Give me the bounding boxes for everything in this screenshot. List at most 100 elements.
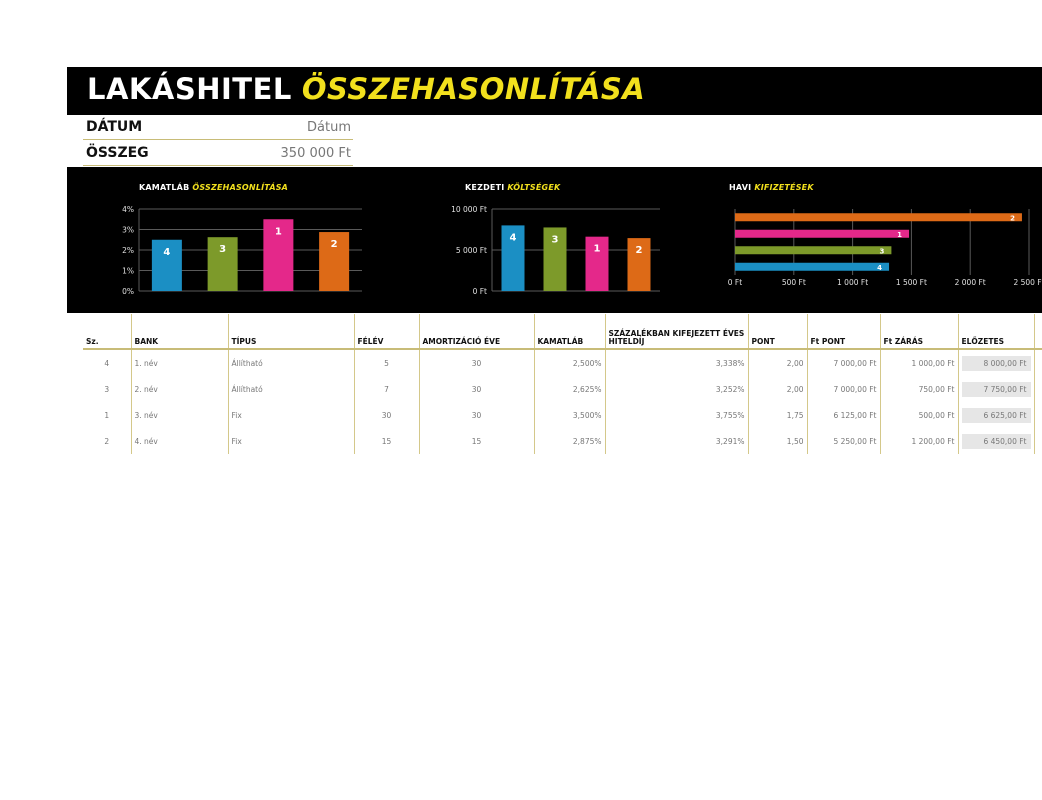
cell-bank[interactable]: 2. név xyxy=(131,376,229,402)
amount-value[interactable]: 350 000 Ft xyxy=(280,146,351,161)
cell-type[interactable]: Állítható xyxy=(228,376,355,402)
cell-amortization-years[interactable]: 15 xyxy=(419,428,535,454)
cell-half-year[interactable]: 15 xyxy=(354,428,420,454)
header-amortization-years[interactable]: AMORTIZÁCIÓ ÉVE xyxy=(419,314,535,350)
date-row: DÁTUM Dátum xyxy=(83,117,353,140)
cell-interest-rate[interactable]: 3,500% xyxy=(534,402,606,428)
cell-bank[interactable]: 3. név xyxy=(131,402,229,428)
amount-row: ÖSSZEG 350 000 Ft xyxy=(83,143,353,166)
title-band: LAKÁSHITEL ÖSSZEHASONLÍTÁSA xyxy=(67,67,1042,115)
y-tick-label: 3% xyxy=(122,226,134,235)
header-type[interactable]: TÍPUS xyxy=(228,314,355,350)
cell-apr[interactable]: 3,338% xyxy=(605,349,749,376)
header-apr[interactable]: SZÁZALÉKBAN KIFEJEZETT ÉVES HITELDÍJ xyxy=(605,314,749,350)
cell-number[interactable]: 2 xyxy=(83,428,132,454)
cell-number[interactable]: 1 xyxy=(83,402,132,428)
y-tick-label: 4% xyxy=(122,205,134,214)
cell-interest-rate[interactable]: 2,875% xyxy=(534,428,606,454)
cell-closing-ft[interactable]: 1 200,00 Ft xyxy=(880,428,959,454)
cell-apr[interactable]: 3,252% xyxy=(605,376,749,402)
header-closing-ft[interactable]: Ft ZÁRÁS xyxy=(880,314,959,350)
monthly-payments-chart: 0 Ft 500 Ft 1 000 Ft 1 500 Ft 2 000 Ft 2 500 … xyxy=(728,209,1042,287)
cell-half-year[interactable]: 30 xyxy=(354,402,420,428)
header-points-ft[interactable]: Ft PONT xyxy=(807,314,881,350)
bar-data-label: 3 xyxy=(880,247,885,255)
cell-half-year[interactable]: 7 xyxy=(354,376,420,402)
cell-type[interactable]: Állítható xyxy=(228,349,355,376)
cell-type[interactable]: Fix xyxy=(228,402,355,428)
header-overflow xyxy=(1034,314,1042,350)
chart-band: KAMATLÁB ÖSSZEHASONLÍTÁSA KEZDETI KÖLTSÉ… xyxy=(67,167,1042,313)
cell-closing-ft[interactable]: 1 000,00 Ft xyxy=(880,349,959,376)
cell-points-ft[interactable]: 7 000,00 Ft xyxy=(807,349,881,376)
header-number[interactable]: Sz. xyxy=(83,314,132,350)
chart-bar xyxy=(151,239,182,291)
cell-bank[interactable]: 1. név xyxy=(131,349,229,376)
cell-type[interactable]: Fix xyxy=(228,428,355,454)
bar-data-label: 1 xyxy=(897,231,902,239)
header-bank[interactable]: BANK xyxy=(131,314,229,350)
initial-costs-chart: 10 000 Ft 5 000 Ft 0 Ft 4 3 1 2 xyxy=(451,205,660,296)
cell-amortization-years[interactable]: 30 xyxy=(419,349,535,376)
cell-upfront[interactable]: 6 625,00 Ft xyxy=(958,402,1035,428)
cell-interest-rate[interactable]: 2,500% xyxy=(534,349,606,376)
cell-half-year[interactable]: 5 xyxy=(354,349,420,376)
cell-closing-ft[interactable]: 750,00 Ft xyxy=(880,376,959,402)
chart-bar xyxy=(735,229,910,238)
bar-data-label: 2 xyxy=(331,239,338,250)
cell-interest-rate[interactable]: 2,625% xyxy=(534,376,606,402)
x-tick-label: 0 Ft xyxy=(728,278,742,287)
chart-bar xyxy=(207,237,238,291)
cell-apr[interactable]: 3,291% xyxy=(605,428,749,454)
x-tick-label: 2 000 Ft xyxy=(955,278,986,287)
cell-points[interactable]: 2,00 xyxy=(748,349,808,376)
cell-amortization-years[interactable]: 30 xyxy=(419,376,535,402)
cell-points[interactable]: 1,50 xyxy=(748,428,808,454)
header-points[interactable]: PONT xyxy=(748,314,808,350)
cell-number[interactable]: 3 xyxy=(83,376,132,402)
cell-amortization-years[interactable]: 30 xyxy=(419,402,535,428)
chart-title-initial-costs-part-1: KEZDETI xyxy=(465,183,505,192)
cell-points[interactable]: 2,00 xyxy=(748,376,808,402)
cell-number[interactable]: 4 xyxy=(83,349,132,376)
cell-points[interactable]: 1,75 xyxy=(748,402,808,428)
cell-points-ft[interactable]: 5 250,00 Ft xyxy=(807,428,881,454)
loan-table: Sz. BANK TÍPUS FÉLÉV AMORTIZÁCIÓ ÉVE KAM… xyxy=(83,314,1042,454)
cell-upfront[interactable]: 8 000,00 Ft xyxy=(958,349,1035,376)
x-tick-label: 1 500 Ft xyxy=(896,278,927,287)
header-half-year[interactable]: FÉLÉV xyxy=(354,314,420,350)
table-row: 4 1. név Állítható 5 30 2,500% 3,338% 2,… xyxy=(83,349,1042,376)
bar-data-label: 1 xyxy=(594,244,601,255)
chart-bar xyxy=(263,219,294,291)
cell-upfront[interactable]: 6 450,00 Ft xyxy=(958,428,1035,454)
table-row: 3 2. név Állítható 7 30 2,625% 3,252% 2,… xyxy=(83,376,1042,402)
cell-closing-ft[interactable]: 500,00 Ft xyxy=(880,402,959,428)
title-part-1: LAKÁSHITEL xyxy=(87,72,292,106)
y-tick-label: 1% xyxy=(122,267,134,276)
cell-points-ft[interactable]: 6 125,00 Ft xyxy=(807,402,881,428)
x-tick-label: 1 000 Ft xyxy=(837,278,868,287)
chart-bar xyxy=(543,227,567,291)
chart-title-interest-part-2: ÖSSZEHASONLÍTÁSA xyxy=(192,183,289,192)
chart-title-monthly-payments: HAVI KIFIZETÉSEK xyxy=(729,183,814,192)
table-header-row: Sz. BANK TÍPUS FÉLÉV AMORTIZÁCIÓ ÉVE KAM… xyxy=(83,314,1042,350)
bar-data-label: 3 xyxy=(552,234,559,245)
chart-title-initial-costs: KEZDETI KÖLTSÉGEK xyxy=(465,183,560,192)
header-interest-rate[interactable]: KAMATLÁB xyxy=(534,314,606,350)
header-upfront[interactable]: ELŐZETES xyxy=(958,314,1035,350)
date-value[interactable]: Dátum xyxy=(307,120,351,135)
chart-title-initial-costs-part-2: KÖLTSÉGEK xyxy=(507,183,561,192)
cell-upfront-value: 7 750,00 Ft xyxy=(961,381,1031,397)
bar-data-label: 3 xyxy=(219,244,226,255)
cell-upfront-value: 6 450,00 Ft xyxy=(961,433,1031,449)
bar-data-label: 4 xyxy=(163,247,170,258)
x-tick-label: 500 Ft xyxy=(782,278,806,287)
cell-points-ft[interactable]: 7 000,00 Ft xyxy=(807,376,881,402)
cell-apr[interactable]: 3,755% xyxy=(605,402,749,428)
bar-data-label: 1 xyxy=(275,226,282,237)
loan-table-container: Sz. BANK TÍPUS FÉLÉV AMORTIZÁCIÓ ÉVE KAM… xyxy=(83,314,1042,454)
cell-upfront[interactable]: 7 750,00 Ft xyxy=(958,376,1035,402)
chart-title-interest-part-1: KAMATLÁB xyxy=(139,183,190,192)
cell-bank[interactable]: 4. név xyxy=(131,428,229,454)
y-tick-label: 0 Ft xyxy=(473,287,487,296)
